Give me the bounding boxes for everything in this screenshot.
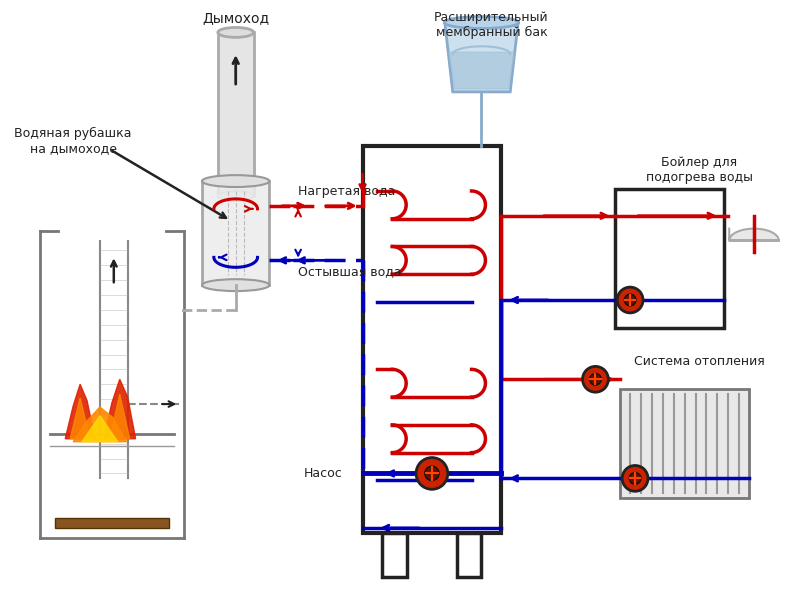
Ellipse shape bbox=[444, 17, 518, 28]
Polygon shape bbox=[82, 416, 118, 442]
Polygon shape bbox=[104, 379, 136, 439]
Text: Насос: Насос bbox=[304, 467, 342, 480]
Bar bbox=[620, 389, 749, 498]
Text: Бойлер для
подогрева воды: Бойлер для подогрева воды bbox=[646, 156, 753, 184]
Text: Остывшая вода: Остывшая вода bbox=[298, 265, 402, 278]
Text: Расширительный
мембранный бак: Расширительный мембранный бак bbox=[434, 11, 549, 39]
Text: Нагретая вода: Нагретая вода bbox=[298, 185, 395, 198]
Circle shape bbox=[416, 458, 448, 489]
Circle shape bbox=[590, 373, 602, 385]
Bar bbox=[218, 32, 254, 196]
Polygon shape bbox=[73, 407, 126, 442]
Circle shape bbox=[618, 287, 643, 313]
Ellipse shape bbox=[202, 279, 270, 291]
Polygon shape bbox=[70, 398, 90, 439]
Ellipse shape bbox=[202, 175, 270, 187]
Bar bbox=[457, 533, 482, 577]
Text: Водяная рубашка
на дымоходе: Водяная рубашка на дымоходе bbox=[14, 127, 132, 155]
Circle shape bbox=[630, 473, 641, 484]
Bar bbox=[202, 181, 270, 285]
Ellipse shape bbox=[218, 191, 254, 201]
Circle shape bbox=[582, 367, 608, 392]
Polygon shape bbox=[449, 52, 514, 89]
Text: Дымоход: Дымоход bbox=[202, 11, 270, 25]
Text: Система отопления: Система отопления bbox=[634, 355, 765, 368]
Polygon shape bbox=[445, 23, 518, 92]
Bar bbox=[382, 533, 407, 577]
Ellipse shape bbox=[218, 28, 254, 37]
Circle shape bbox=[624, 294, 636, 306]
Circle shape bbox=[622, 466, 648, 491]
Bar bbox=[615, 189, 724, 328]
Polygon shape bbox=[66, 384, 95, 439]
Bar bbox=[55, 518, 170, 528]
Polygon shape bbox=[730, 229, 778, 241]
Polygon shape bbox=[110, 394, 130, 439]
Bar bbox=[362, 146, 502, 533]
Circle shape bbox=[425, 466, 439, 481]
